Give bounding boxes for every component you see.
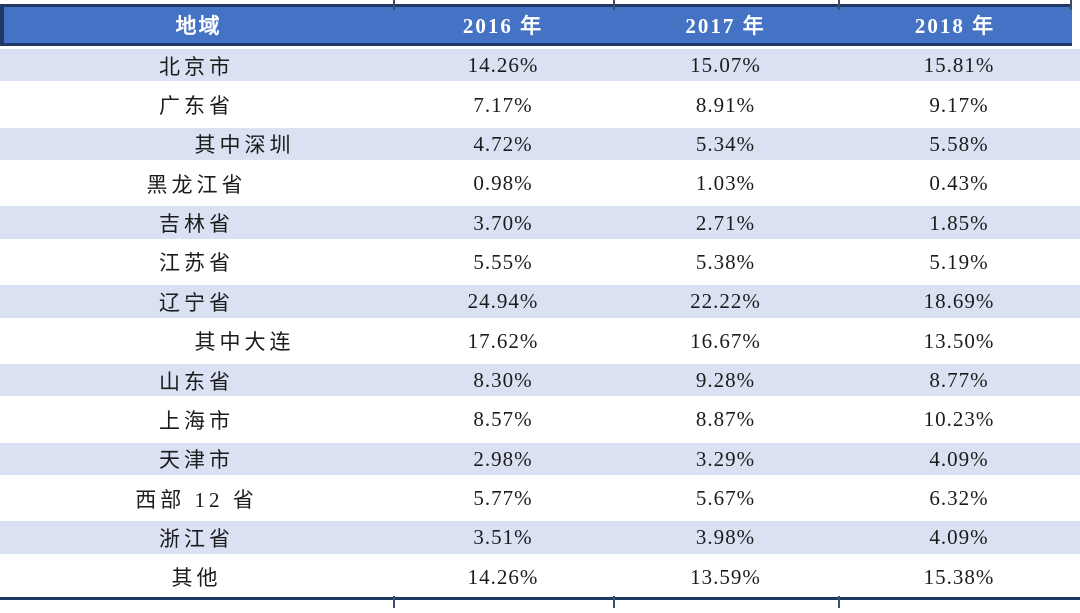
table-row: 黑龙江省 0.98% 1.03% 0.43% [0, 164, 1080, 204]
region-label: 辽宁省 [159, 290, 234, 315]
region-label: 山东省 [159, 369, 234, 394]
header-cell-year-2018: 2018 年 [914, 14, 996, 38]
region-label: 黑龙江省 [146, 172, 247, 197]
table-row: 吉林省 3.70% 2.71% 1.85% [0, 203, 1080, 243]
value-2016: 3.70% [473, 210, 533, 235]
value-2016: 8.57% [473, 407, 533, 432]
column-border-tick [393, 0, 395, 10]
value-2018: 5.58% [929, 131, 989, 156]
value-2017: 5.67% [695, 486, 756, 511]
header-cell-year-2017: 2017 年 [685, 14, 766, 38]
table-row: 山东省 8.30% 9.28% 8.77% [0, 360, 1080, 401]
table-row: 天津市 2.98% 3.29% 4.09% [0, 439, 1080, 479]
header-cell-region: 地域 [175, 14, 222, 38]
region-label: 江苏省 [159, 251, 234, 276]
value-2017: 8.91% [695, 92, 756, 117]
value-2016: 2.98% [473, 446, 533, 471]
value-2016: 0.98% [473, 171, 533, 196]
value-2018: 1.85% [929, 210, 989, 235]
table-row: 上海市 8.57% 8.87% 10.23% [0, 400, 1080, 440]
region-label: 其中深圳 [194, 133, 295, 158]
regional-percentage-table: 地域 2016 年 2017 年 2018 年 北京市 14.26% 15.07… [0, 4, 1080, 600]
value-2017: 22.22% [690, 289, 761, 314]
value-2017: 8.87% [695, 407, 756, 432]
column-border-tick [838, 0, 840, 10]
value-2016: 14.26% [467, 564, 539, 589]
value-2018: 18.69% [923, 289, 995, 314]
header-cell-year-2016: 2016 年 [462, 14, 544, 38]
value-2017: 2.71% [695, 210, 756, 235]
table-row: 其他 14.26% 13.59% 15.38% [0, 557, 1080, 598]
region-label: 西部 12 省 [135, 487, 258, 512]
column-border-tick [613, 596, 615, 608]
table-row: 其中大连 17.62% 16.67% 13.50% [0, 321, 1080, 361]
value-2017: 5.38% [695, 249, 756, 274]
table-row: 广东省 7.17% 8.91% 9.17% [0, 85, 1080, 125]
value-2018: 0.43% [929, 171, 989, 196]
table-body: 北京市 14.26% 15.07% 15.81% 广东省 7.17% 8.91%… [0, 46, 1080, 600]
value-2018: 8.77% [929, 368, 989, 393]
value-2017: 9.28% [695, 368, 756, 393]
value-2017: 3.29% [695, 446, 756, 471]
table-row: 辽宁省 24.94% 22.22% 18.69% [0, 282, 1080, 322]
value-2016: 14.26% [467, 53, 539, 78]
value-2016: 4.72% [473, 131, 533, 156]
value-2016: 17.62% [467, 328, 539, 353]
region-label: 其他 [171, 566, 222, 591]
value-2016: 5.55% [473, 249, 533, 274]
value-2016: 24.94% [467, 289, 539, 314]
table-row: 其中深圳 4.72% 5.34% 5.58% [0, 124, 1080, 165]
value-2016: 8.30% [473, 368, 533, 393]
value-2017: 3.98% [695, 525, 756, 550]
region-label: 其中大连 [194, 330, 295, 355]
value-2018: 13.50% [923, 328, 995, 353]
value-2017: 15.07% [690, 53, 761, 78]
value-2017: 1.03% [695, 171, 756, 196]
value-2018: 9.17% [929, 92, 989, 117]
value-2018: 5.19% [929, 249, 989, 274]
column-border-tick [838, 596, 840, 608]
value-2016: 7.17% [473, 92, 533, 117]
value-2018: 10.23% [923, 407, 995, 432]
column-border-tick [1070, 0, 1072, 10]
region-label: 广东省 [159, 94, 234, 119]
column-border-tick [613, 0, 615, 10]
region-label: 北京市 [159, 54, 234, 79]
region-label: 吉林省 [159, 212, 234, 237]
value-2017: 5.34% [695, 131, 756, 156]
table-row: 浙江省 3.51% 3.98% 4.09% [0, 518, 1080, 558]
value-2016: 3.51% [473, 525, 533, 550]
region-label: 浙江省 [159, 526, 234, 551]
value-2017: 13.59% [690, 564, 761, 589]
table-row: 江苏省 5.55% 5.38% 5.19% [0, 242, 1080, 283]
value-2018: 15.81% [923, 53, 995, 78]
value-2016: 5.77% [473, 486, 533, 511]
value-2018: 4.09% [929, 525, 989, 550]
region-label: 天津市 [159, 448, 234, 473]
table-row: 北京市 14.26% 15.07% 15.81% [0, 46, 1080, 86]
value-2017: 16.67% [690, 328, 761, 353]
region-label: 上海市 [159, 408, 234, 433]
value-2018: 6.32% [929, 486, 989, 511]
value-2018: 4.09% [929, 446, 989, 471]
value-2018: 15.38% [923, 564, 995, 589]
column-border-tick [393, 596, 395, 608]
table-row: 西部 12 省 5.77% 5.67% 6.32% [0, 478, 1080, 519]
table-header-row: 地域 2016 年 2017 年 2018 年 [0, 4, 1072, 46]
